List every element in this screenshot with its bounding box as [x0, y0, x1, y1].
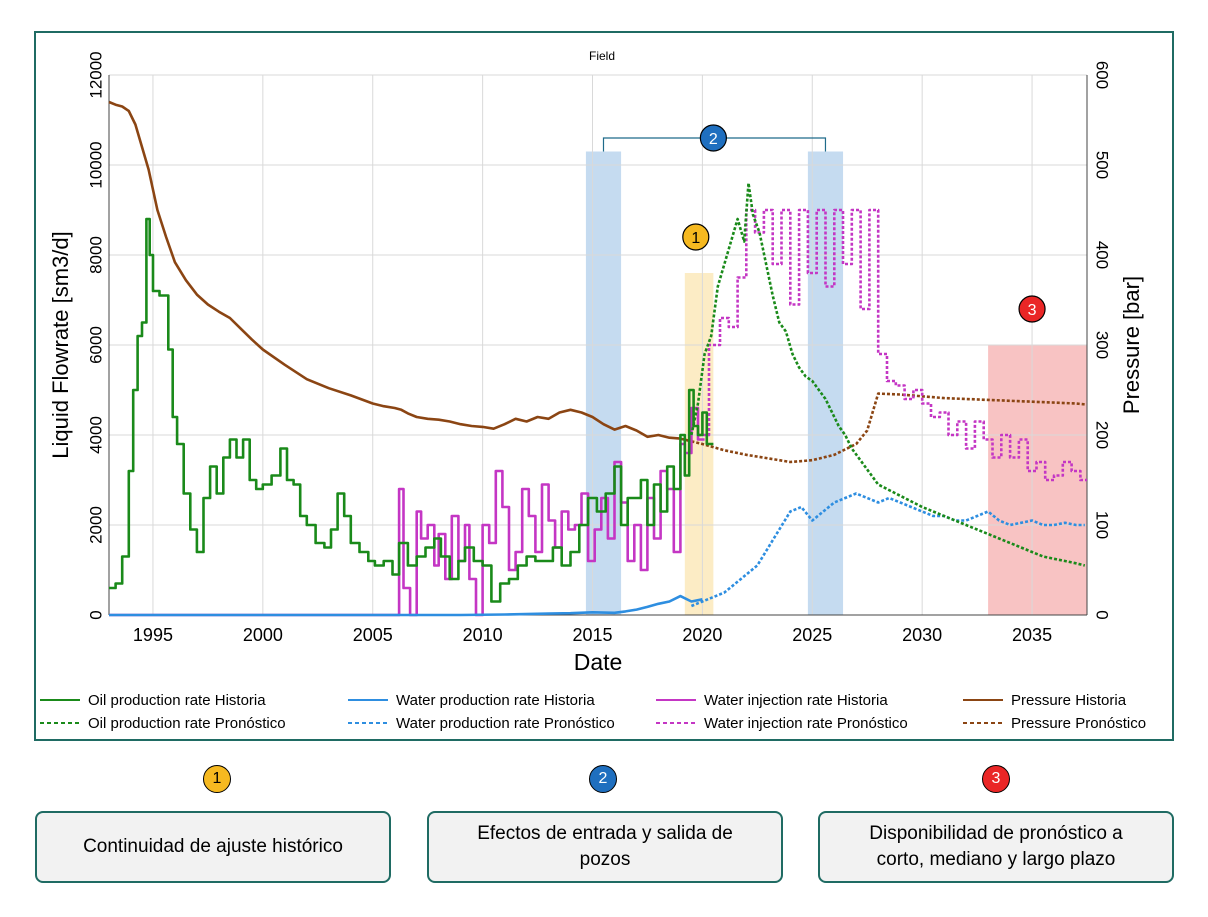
series-oil-production-rate-historia [109, 217, 714, 603]
x-tick-label-2020: 2020 [682, 625, 722, 645]
x-tick-label-2035: 2035 [1012, 625, 1052, 645]
y-right-tick-label-0: 0 [1093, 610, 1112, 619]
chart-title: Field [589, 49, 615, 63]
legend-label-8: Pressure Pronóstico [1011, 715, 1146, 732]
y-left-tick-label-10000: 10000 [86, 141, 105, 188]
x-tick-label-2010: 2010 [463, 625, 503, 645]
annotation-badge-1-wrap: 1 [197, 765, 237, 805]
x-tick-label-2000: 2000 [243, 625, 283, 645]
x-tick-label-2025: 2025 [792, 625, 832, 645]
chart-frame: 1995 2000 2005 2010 2015 2020 2025 2030 2035 0 200… [34, 31, 1174, 741]
annotation-text-3: Disponibilidad de pronóstico a corto, me… [869, 823, 1123, 870]
marker-label-2: 2 [709, 131, 718, 148]
marker-circle-2 [699, 124, 727, 152]
annotation-badge-2: 2 [589, 765, 617, 793]
marker-circle-1 [682, 223, 710, 251]
series-oil-production-rate-pron-stico [690, 181, 1086, 567]
chart: 1995 2000 2005 2010 2015 2020 2025 2030 20350200… [40, 49, 1146, 732]
highlight-region-4 [988, 345, 1087, 615]
annotation-badge-3: 3 [982, 765, 1010, 793]
annotation-box-3: Disponibilidad de pronóstico a corto, me… [818, 811, 1174, 883]
legend-label-6: Water production rate Pronóstico [396, 715, 615, 732]
highlight-region-1 [585, 151, 622, 615]
x-tick-label-2005: 2005 [353, 625, 393, 645]
x-tick-label-2015: 2015 [572, 625, 612, 645]
annotation-text-1: Continuidad de ajuste histórico [83, 836, 343, 857]
y-right-tick-label-300: 300 [1093, 331, 1112, 359]
annotation-badge-1: 1 [203, 765, 231, 793]
series-pressure-historia [108, 100, 692, 443]
annotation-text-2: Efectos de entrada y salida de pozos [477, 823, 733, 870]
legend-label-4: Pressure Historia [1011, 692, 1127, 709]
y-left-tick-label-0: 0 [86, 610, 105, 619]
annotation-badge-2-wrap: 2 [583, 765, 623, 805]
x-tick-label-2030: 2030 [902, 625, 942, 645]
legend-label-3: Water injection rate Historia [704, 692, 888, 709]
y-right-tick-label-100: 100 [1093, 511, 1112, 539]
y-left-tick-label-2000: 2000 [86, 506, 105, 544]
y-axis-label-left: Liquid Flowrate [sm3/d] [48, 231, 73, 458]
x-tick-label-1995: 1995 [133, 625, 173, 645]
y-left-tick-label-4000: 4000 [86, 416, 105, 454]
annotation-badge-3-wrap: 3 [976, 765, 1016, 805]
annotation-box-1: Continuidad de ajuste histórico [35, 811, 391, 883]
x-axis-label: Date [574, 649, 623, 675]
marker-circle-3 [1018, 295, 1046, 323]
legend-label-1: Oil production rate Historia [88, 692, 266, 709]
y-left-tick-label-6000: 6000 [86, 326, 105, 364]
annotation-box-2: Efectos de entrada y salida de pozos [427, 811, 783, 883]
y-right-tick-label-200: 200 [1093, 421, 1112, 449]
series-water-production-rate-pron-stico [690, 492, 1085, 608]
legend-label-2: Water production rate Historia [396, 692, 595, 709]
legend-label-5: Oil production rate Pronóstico [88, 715, 286, 732]
y-right-tick-label-400: 400 [1093, 241, 1112, 269]
series-pressure-pron-stico [691, 392, 1085, 464]
y-left-tick-label-8000: 8000 [86, 236, 105, 274]
marker-label-3: 3 [1028, 302, 1037, 319]
y-axis-label-right: Pressure [bar] [1119, 276, 1144, 414]
marker-label-1: 1 [691, 230, 700, 247]
y-right-tick-label-600: 600 [1093, 61, 1112, 89]
legend-label-7: Water injection rate Pronóstico [704, 715, 908, 732]
y-left-tick-label-12000: 12000 [86, 51, 105, 98]
y-right-tick-label-500: 500 [1093, 151, 1112, 179]
series-water-production-rate-historia [109, 594, 703, 617]
series-water-injection-rate-pron-stico [698, 208, 1087, 482]
